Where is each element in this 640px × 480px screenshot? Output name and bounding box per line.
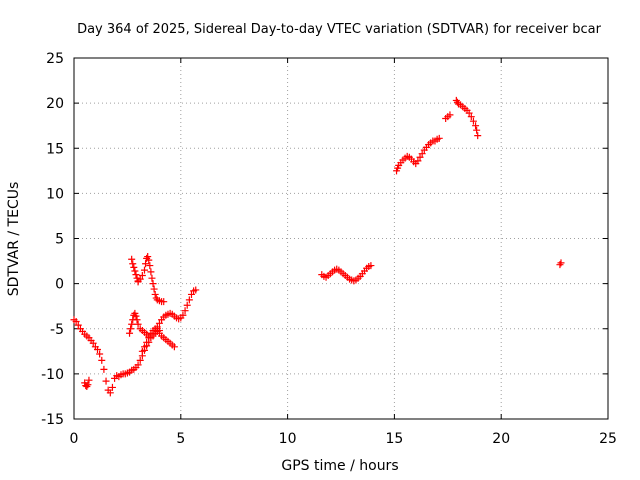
data-point <box>126 329 134 337</box>
data-point <box>84 381 92 389</box>
data-point <box>170 343 178 351</box>
data-point <box>106 389 114 397</box>
data-point <box>472 122 480 130</box>
data-point <box>147 268 155 276</box>
data-point <box>473 126 481 134</box>
data-point <box>150 285 158 293</box>
y-axis-label: SDTVAR / TECUs <box>6 182 22 297</box>
data-point <box>136 356 144 364</box>
data-point <box>142 260 150 268</box>
data-point <box>129 260 137 268</box>
data-point <box>367 262 375 270</box>
y-tick-label: -5 <box>50 322 64 338</box>
y-tick-label: 15 <box>46 141 64 157</box>
chart-title: Day 364 of 2025, Sidereal Day-to-day VTE… <box>77 22 601 37</box>
y-tick-label: 5 <box>55 232 64 248</box>
data-point <box>108 383 116 391</box>
x-tick-label: 15 <box>385 431 403 447</box>
data-point <box>144 253 152 261</box>
data-point <box>102 377 110 385</box>
data-point <box>465 109 473 117</box>
data-point <box>414 157 422 165</box>
data-point <box>131 267 139 275</box>
data-point <box>149 280 157 288</box>
y-tick-labels: -15 -10 -5 0 5 10 15 20 25 <box>41 51 64 428</box>
data-point <box>467 113 475 121</box>
data-point <box>469 117 477 125</box>
x-tick-label: 20 <box>492 431 510 447</box>
data-point <box>155 319 163 327</box>
y-tick-label: 10 <box>46 186 64 202</box>
x-tick-label: 10 <box>279 431 297 447</box>
data-point <box>132 271 140 279</box>
data-point <box>418 150 426 158</box>
y-tick-label: 25 <box>46 51 64 67</box>
data-point <box>93 346 101 354</box>
y-tick-label: 20 <box>46 96 64 112</box>
x-tick-label: 5 <box>176 431 185 447</box>
data-point <box>179 311 187 319</box>
data-point <box>183 301 191 309</box>
data-point <box>133 316 141 324</box>
y-tick-label: -15 <box>41 412 64 428</box>
x-axis-label: GPS time / hours <box>281 458 398 474</box>
x-tick-label: 25 <box>599 431 617 447</box>
data-point <box>145 334 153 342</box>
data-point <box>146 262 154 270</box>
data-point <box>128 255 136 263</box>
data-point <box>134 361 142 369</box>
data-point <box>556 261 564 269</box>
data-point <box>132 312 140 320</box>
data-point <box>416 153 424 161</box>
x-tick-label: 0 <box>70 431 79 447</box>
data-point <box>100 365 108 373</box>
data-point <box>130 263 138 271</box>
data-point <box>72 318 80 326</box>
data-points <box>70 96 565 397</box>
data-point <box>192 286 200 294</box>
data-point <box>140 266 148 274</box>
data-point <box>127 325 135 333</box>
data-point <box>136 275 144 283</box>
data-point <box>185 296 193 304</box>
data-point <box>96 350 104 358</box>
data-point <box>446 111 454 119</box>
data-point <box>74 321 82 329</box>
data-point <box>151 290 159 298</box>
axis-ticks <box>73 57 609 420</box>
data-point <box>181 307 189 315</box>
x-tick-labels: 0 5 10 15 20 25 <box>70 431 617 447</box>
data-point <box>143 338 151 346</box>
data-point <box>85 376 93 384</box>
data-point <box>140 343 148 351</box>
grid <box>74 58 608 419</box>
data-point <box>138 272 146 280</box>
data-point <box>160 298 168 306</box>
data-point <box>557 259 565 267</box>
data-point <box>89 339 97 347</box>
y-tick-label: 0 <box>55 277 64 293</box>
data-point <box>474 132 482 140</box>
data-point <box>98 356 106 364</box>
data-point <box>145 256 153 264</box>
data-point <box>435 134 443 142</box>
data-point <box>148 274 156 282</box>
y-tick-label: -10 <box>41 367 64 383</box>
data-point <box>155 327 163 335</box>
data-point <box>134 320 142 328</box>
data-point <box>187 290 195 298</box>
data-point <box>138 347 146 355</box>
data-point <box>128 320 136 328</box>
